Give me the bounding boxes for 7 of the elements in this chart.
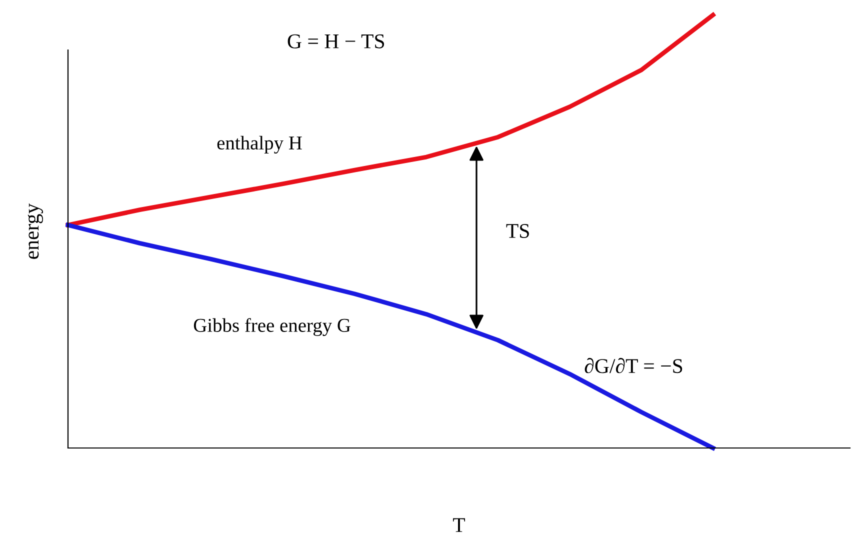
annotation: G = H − TS xyxy=(288,34,384,48)
series-label: enthalpy H xyxy=(217,136,302,154)
series-label: Gibbs free energy G xyxy=(194,318,350,336)
annotation: ∂G/∂T = −S xyxy=(584,358,682,374)
annotation: TS xyxy=(506,224,529,238)
y-axis-title: energy xyxy=(28,203,43,259)
x-axis-title: T xyxy=(453,518,466,532)
